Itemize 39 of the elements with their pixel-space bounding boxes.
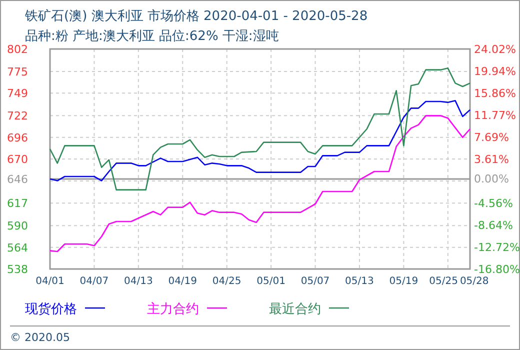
y2-tick-label: 24.02% — [474, 43, 516, 56]
x-tick-label: 05/07 — [300, 276, 330, 287]
y2-tick-label: -4.56% — [474, 197, 513, 210]
y-tick-label: 538 — [7, 263, 28, 276]
x-tick-label: 05/25 — [429, 276, 458, 287]
x-tick-label: 04/07 — [80, 276, 109, 287]
x-tick-label: 05/01 — [256, 276, 286, 287]
y2-tick-label: -12.72% — [474, 241, 520, 254]
y2-tick-label: 19.94% — [474, 64, 516, 78]
y-tick-label: 646 — [7, 173, 28, 186]
y-tick-label: 802 — [7, 43, 28, 56]
x-tick-label: 04/19 — [168, 276, 198, 287]
y2-tick-label: -16.80% — [474, 263, 520, 276]
text: © 2020.05 — [10, 331, 70, 344]
legend-label: 主力合约 — [147, 301, 199, 317]
legend-label: 现货价格 — [25, 302, 77, 317]
y2-tick-label: 3.61% — [474, 153, 509, 166]
y-tick-label: 564 — [7, 241, 28, 254]
y2-tick-label: 15.86% — [474, 86, 516, 100]
x-tick-label: 05/28 — [460, 276, 489, 287]
y-tick-label: 749 — [7, 87, 28, 100]
x-tick-label: 05/13 — [345, 276, 374, 287]
legend-label: 最近合约 — [269, 302, 321, 317]
y2-tick-label: 11.77% — [474, 109, 516, 122]
chart-subtitle: 品种:粉 产地:澳大利亚 品位:62% 干湿:湿吨 — [25, 29, 279, 44]
x-tick-label: 05/19 — [389, 276, 418, 287]
chart-title: 铁矿石(澳) 澳大利亚 市场价格 2020-04-01 - 2020-05-28 — [24, 9, 368, 24]
y-tick-label: 775 — [7, 66, 28, 78]
y-tick-label: 670 — [7, 153, 28, 166]
y2-tick-label: 0.00% — [474, 172, 509, 186]
y-tick-label: 617 — [7, 197, 28, 210]
x-tick-label: 04/13 — [124, 276, 153, 287]
y2-tick-label: 7.69% — [474, 131, 509, 144]
x-tick-label: 04/01 — [36, 276, 64, 287]
y-tick-label: 590 — [7, 220, 28, 233]
y-tick-label: 722 — [7, 110, 28, 123]
x-tick-label: 04/25 — [212, 276, 242, 287]
y-tick-label: 696 — [7, 131, 28, 144]
y2-tick-label: -8.64% — [474, 219, 513, 232]
